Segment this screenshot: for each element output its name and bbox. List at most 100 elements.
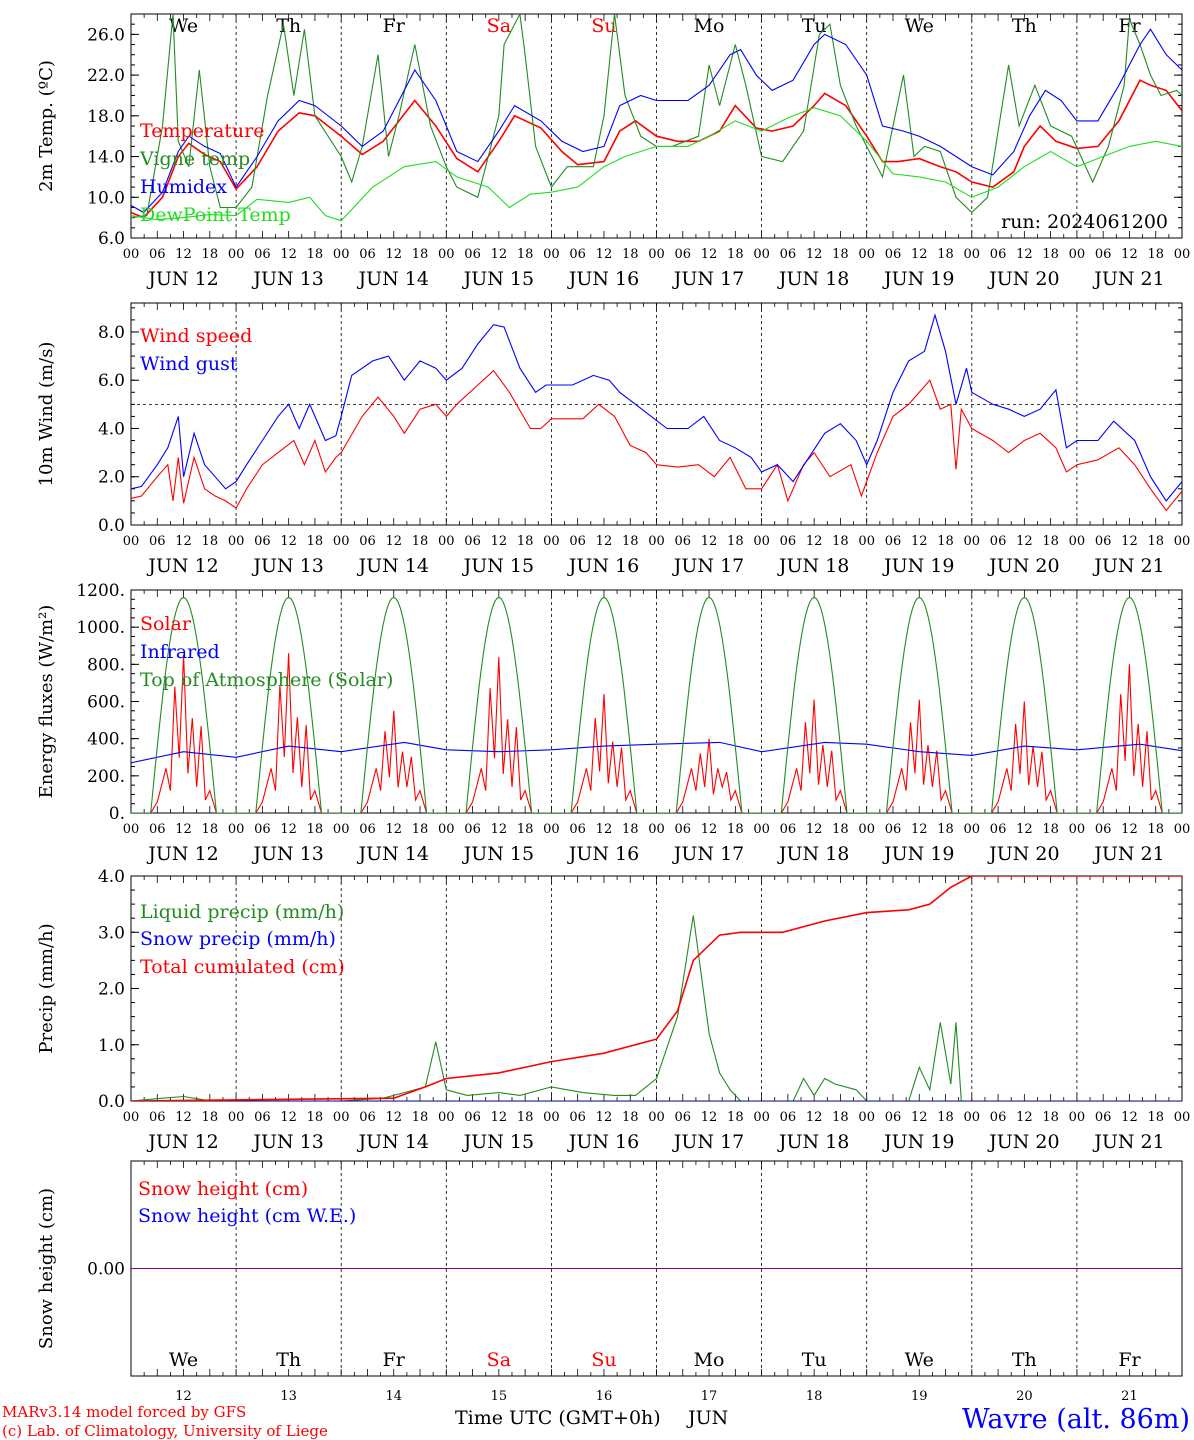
hour-tick-label: 00 bbox=[228, 1110, 245, 1125]
hour-tick-label: 00 bbox=[1174, 534, 1191, 549]
hour-tick-label: 00 bbox=[543, 247, 560, 262]
hour-tick-label: 18 bbox=[832, 247, 849, 262]
hour-tick-label: 00 bbox=[333, 822, 350, 837]
day-number-label: 12 bbox=[175, 1389, 192, 1404]
hour-tick-label: 18 bbox=[622, 247, 639, 262]
hour-tick-label: 12 bbox=[1121, 1110, 1138, 1125]
hour-tick-label: 18 bbox=[727, 822, 744, 837]
date-label: JUN 18 bbox=[777, 843, 849, 865]
hour-tick-label: 12 bbox=[596, 534, 613, 549]
hour-tick-label: 00 bbox=[648, 247, 665, 262]
hour-tick-label: 00 bbox=[858, 534, 875, 549]
hour-tick-label: 12 bbox=[1121, 822, 1138, 837]
hour-tick-label: 18 bbox=[307, 534, 324, 549]
hour-tick-label: 00 bbox=[1069, 534, 1086, 549]
lab-credit: (c) Lab. of Climatology, University of L… bbox=[2, 1422, 328, 1440]
hour-tick-label: 18 bbox=[202, 534, 219, 549]
hour-tick-label: 06 bbox=[149, 1110, 166, 1125]
hour-tick-label: 12 bbox=[911, 1110, 928, 1125]
hour-tick-label: 06 bbox=[254, 247, 271, 262]
date-label: JUN 15 bbox=[462, 843, 534, 865]
hour-tick-label: 12 bbox=[491, 247, 508, 262]
hour-tick-label: 00 bbox=[964, 247, 981, 262]
y-tick-label: 400. bbox=[87, 730, 125, 750]
date-label: JUN 13 bbox=[251, 1131, 323, 1153]
weekday-label: Fr bbox=[383, 15, 406, 37]
day-number-label: 13 bbox=[280, 1389, 297, 1404]
hour-tick-label: 12 bbox=[280, 822, 297, 837]
hour-tick-label: 18 bbox=[937, 822, 954, 837]
date-label: JUN 12 bbox=[146, 555, 218, 577]
date-label: JUN 19 bbox=[882, 843, 954, 865]
date-label: JUN 20 bbox=[987, 1131, 1059, 1153]
weekday-label: Th bbox=[1012, 1349, 1037, 1371]
series-line-humidex bbox=[131, 28, 1182, 214]
hour-tick-label: 18 bbox=[412, 822, 429, 837]
y-tick-label: 200. bbox=[87, 767, 125, 787]
hour-tick-label: 00 bbox=[438, 822, 455, 837]
hour-tick-label: 12 bbox=[596, 822, 613, 837]
day-number-label: 17 bbox=[701, 1389, 718, 1404]
hour-tick-label: 18 bbox=[727, 247, 744, 262]
weekday-label: Sa bbox=[487, 1349, 511, 1371]
day-number-label: 14 bbox=[385, 1389, 402, 1404]
hour-tick-label: 06 bbox=[569, 822, 586, 837]
date-label: JUN 16 bbox=[567, 1131, 639, 1153]
hour-tick-label: 06 bbox=[359, 534, 376, 549]
y-axis-label: Precip (mm/h) bbox=[36, 923, 57, 1053]
hour-tick-label: 12 bbox=[806, 247, 823, 262]
weekday-label: Mo bbox=[694, 15, 725, 37]
hour-tick-label: 00 bbox=[753, 247, 770, 262]
date-label: JUN 18 bbox=[777, 1131, 849, 1153]
hour-tick-label: 00 bbox=[123, 247, 140, 262]
hour-tick-label: 12 bbox=[596, 247, 613, 262]
y-tick-label: 2.0 bbox=[98, 980, 125, 1000]
weekday-label: Th bbox=[1012, 15, 1037, 37]
hour-tick-label: 18 bbox=[1042, 247, 1059, 262]
date-label: JUN 14 bbox=[357, 843, 429, 865]
weekday-label: We bbox=[905, 1349, 934, 1371]
hour-tick-label: 06 bbox=[569, 1110, 586, 1125]
hour-tick-label: 12 bbox=[1121, 534, 1138, 549]
hour-tick-label: 12 bbox=[280, 534, 297, 549]
hour-tick-label: 00 bbox=[438, 534, 455, 549]
hour-tick-label: 18 bbox=[202, 1110, 219, 1125]
time-axis-label: Time UTC (GMT+0h) bbox=[455, 1407, 661, 1429]
hour-tick-label: 18 bbox=[937, 534, 954, 549]
y-tick-label: 0. bbox=[109, 804, 125, 824]
y-tick-label: 4.0 bbox=[98, 419, 125, 439]
date-label: JUN 15 bbox=[462, 555, 534, 577]
series-line-temperature bbox=[131, 79, 1182, 219]
series-group bbox=[131, 14, 1182, 222]
hour-tick-label: 06 bbox=[990, 534, 1007, 549]
hour-tick-label: 06 bbox=[675, 247, 692, 262]
panel-1: 6.0 10.0 14.0 18.0 22.0 26.0 2m Temp. (ºC) 00 06… bbox=[36, 13, 1190, 290]
hour-tick-label: 18 bbox=[412, 1110, 429, 1125]
series-line-wind-speed bbox=[131, 369, 1182, 512]
hour-tick-label: 12 bbox=[280, 247, 297, 262]
hour-tick-label: 12 bbox=[596, 1110, 613, 1125]
y-tick-label: 4.0 bbox=[98, 867, 125, 887]
series-line-total-cumulated-cm- bbox=[131, 876, 1182, 1101]
date-label: JUN 20 bbox=[987, 555, 1059, 577]
hour-tick-label: 00 bbox=[333, 534, 350, 549]
hour-tick-label: 06 bbox=[780, 1110, 797, 1125]
hour-tick-label: 12 bbox=[280, 1110, 297, 1125]
date-label: JUN 20 bbox=[987, 268, 1059, 290]
legend-entry: Temperature bbox=[140, 120, 264, 142]
hour-tick-label: 06 bbox=[990, 247, 1007, 262]
hour-tick-label: 06 bbox=[990, 1110, 1007, 1125]
hour-tick-label: 00 bbox=[1174, 822, 1191, 837]
hour-tick-label: 06 bbox=[780, 822, 797, 837]
hour-tick-label: 00 bbox=[648, 1110, 665, 1125]
hour-tick-label: 06 bbox=[1095, 534, 1112, 549]
hour-tick-label: 18 bbox=[832, 822, 849, 837]
hour-tick-label: 00 bbox=[648, 822, 665, 837]
hour-tick-label: 12 bbox=[806, 822, 823, 837]
hour-tick-label: 18 bbox=[1147, 1110, 1164, 1125]
hour-tick-label: 12 bbox=[1016, 822, 1033, 837]
hour-tick-label: 00 bbox=[858, 1110, 875, 1125]
date-label: JUN 15 bbox=[462, 1131, 534, 1153]
hour-tick-label: 18 bbox=[937, 247, 954, 262]
hour-tick-label: 00 bbox=[858, 822, 875, 837]
